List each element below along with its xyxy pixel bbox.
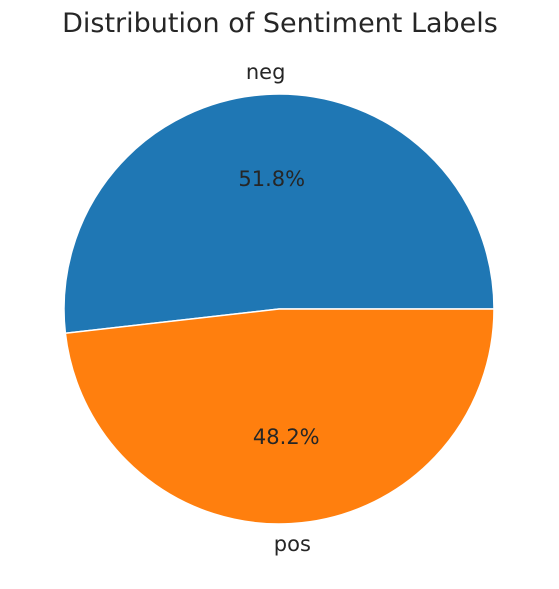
pie-slice-neg [63, 93, 495, 335]
slice-label-pos: pos [274, 532, 311, 556]
pie-labels: neg 51.8% pos 48.2% [238, 60, 319, 556]
pie-slice-pos [64, 308, 495, 525]
pie-slices [63, 93, 495, 525]
slice-label-neg: neg [246, 60, 286, 84]
slice-value-neg: 51.8% [238, 167, 305, 191]
slice-value-pos: 48.2% [253, 425, 320, 449]
chart-title: Distribution of Sentiment Labels [62, 8, 498, 39]
